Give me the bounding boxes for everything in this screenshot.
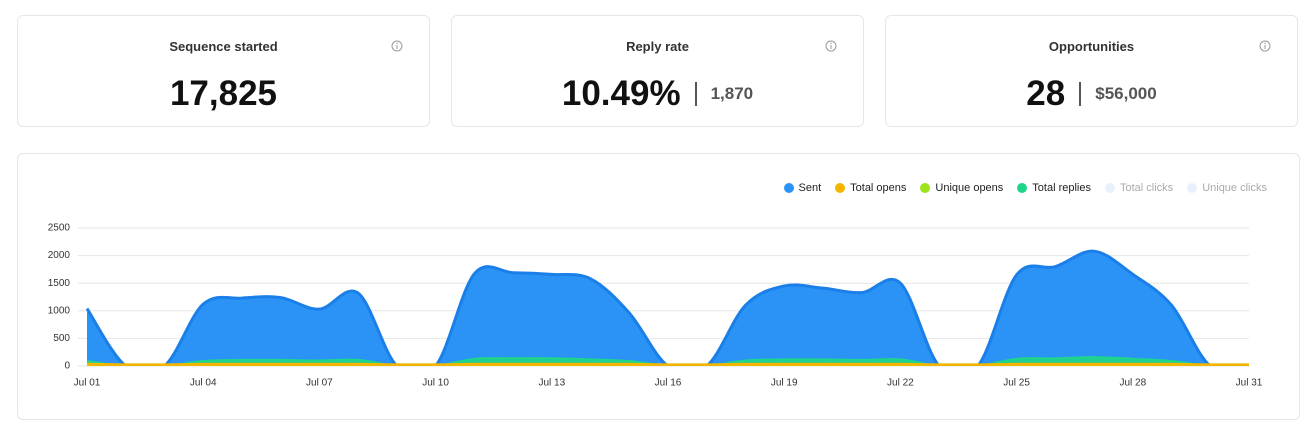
x-tick-label: Jul 25 xyxy=(1003,378,1030,389)
card-value: 28 xyxy=(1026,74,1066,113)
info-icon[interactable] xyxy=(391,40,403,52)
info-icon[interactable] xyxy=(1259,40,1271,52)
y-tick-label: 1000 xyxy=(48,305,71,316)
y-tick-label: 500 xyxy=(53,333,70,344)
legend-label: Total replies xyxy=(1032,182,1091,194)
plot xyxy=(85,249,1250,366)
chart: 0 500 1000 1500 2000 2500 Jul 01 Jul 04 Jul 07 Ju… xyxy=(48,223,1263,389)
card-title: Reply rate xyxy=(626,39,689,54)
x-tick-label: Jul 13 xyxy=(538,378,565,389)
legend-label: Sent xyxy=(798,182,822,194)
x-tick-label: Jul 04 xyxy=(190,378,217,389)
y-tick-label: 2000 xyxy=(48,250,71,261)
legend-item[interactable]: Total replies xyxy=(1017,182,1091,194)
y-tick-label: 0 xyxy=(64,361,70,372)
legend-swatch xyxy=(783,183,794,193)
x-tick-label: Jul 19 xyxy=(771,378,798,389)
card: Reply rate 10.49% 1,870 xyxy=(451,15,864,127)
card: Sequence started 17,825 xyxy=(17,15,430,127)
info-icon[interactable] xyxy=(825,40,837,52)
x-tick-label: Jul 01 xyxy=(74,378,101,389)
x-tick-label: Jul 10 xyxy=(422,378,449,389)
legend-swatch xyxy=(1017,183,1028,193)
area-0 xyxy=(87,251,1249,366)
card-value: 10.49% xyxy=(561,74,681,113)
y-tick-label: 2500 xyxy=(48,223,71,234)
legend-item[interactable]: Total clicks xyxy=(1105,182,1173,194)
legend-item[interactable]: Sent xyxy=(783,182,822,194)
card-value: 17,825 xyxy=(169,74,278,113)
legend-swatch xyxy=(835,183,846,193)
legend: Sent Total opens Unique opens Total replies… xyxy=(783,182,1267,194)
x-tick-label: Jul 31 xyxy=(1236,378,1263,389)
legend-label: Total clicks xyxy=(1120,182,1174,194)
legend-item[interactable]: Unique clicks xyxy=(1187,182,1267,194)
legend-item[interactable]: Total opens xyxy=(835,182,906,194)
legend-item[interactable]: Unique opens xyxy=(920,182,1003,194)
line-3 xyxy=(86,356,1249,366)
legend-swatch xyxy=(920,183,931,193)
legend-label: Total opens xyxy=(850,182,907,194)
x-tick-label: Jul 28 xyxy=(1119,378,1146,389)
chart-panel: Sent Total opens Unique opens Total replies… xyxy=(17,153,1300,420)
separator xyxy=(1079,82,1082,106)
y-tick-label: 1500 xyxy=(48,278,71,289)
legend-swatch xyxy=(1105,183,1115,193)
legend-label: Unique opens xyxy=(935,182,1004,194)
separator xyxy=(694,82,697,106)
line-1 xyxy=(86,362,1250,366)
legend-swatch xyxy=(1187,183,1198,193)
card-title: Opportunities xyxy=(1048,39,1135,54)
x-tick-label: Jul 22 xyxy=(887,378,914,389)
card: Opportunities 28 $56,000 xyxy=(885,15,1298,127)
x-tick-label: Jul 16 xyxy=(655,378,682,389)
x-tick-label: Jul 07 xyxy=(306,378,333,389)
legend-label: Unique clicks xyxy=(1202,182,1267,194)
card-secondary: $56,000 xyxy=(1095,84,1157,103)
card-secondary: 1,870 xyxy=(710,84,754,103)
card-title: Sequence started xyxy=(169,39,278,54)
